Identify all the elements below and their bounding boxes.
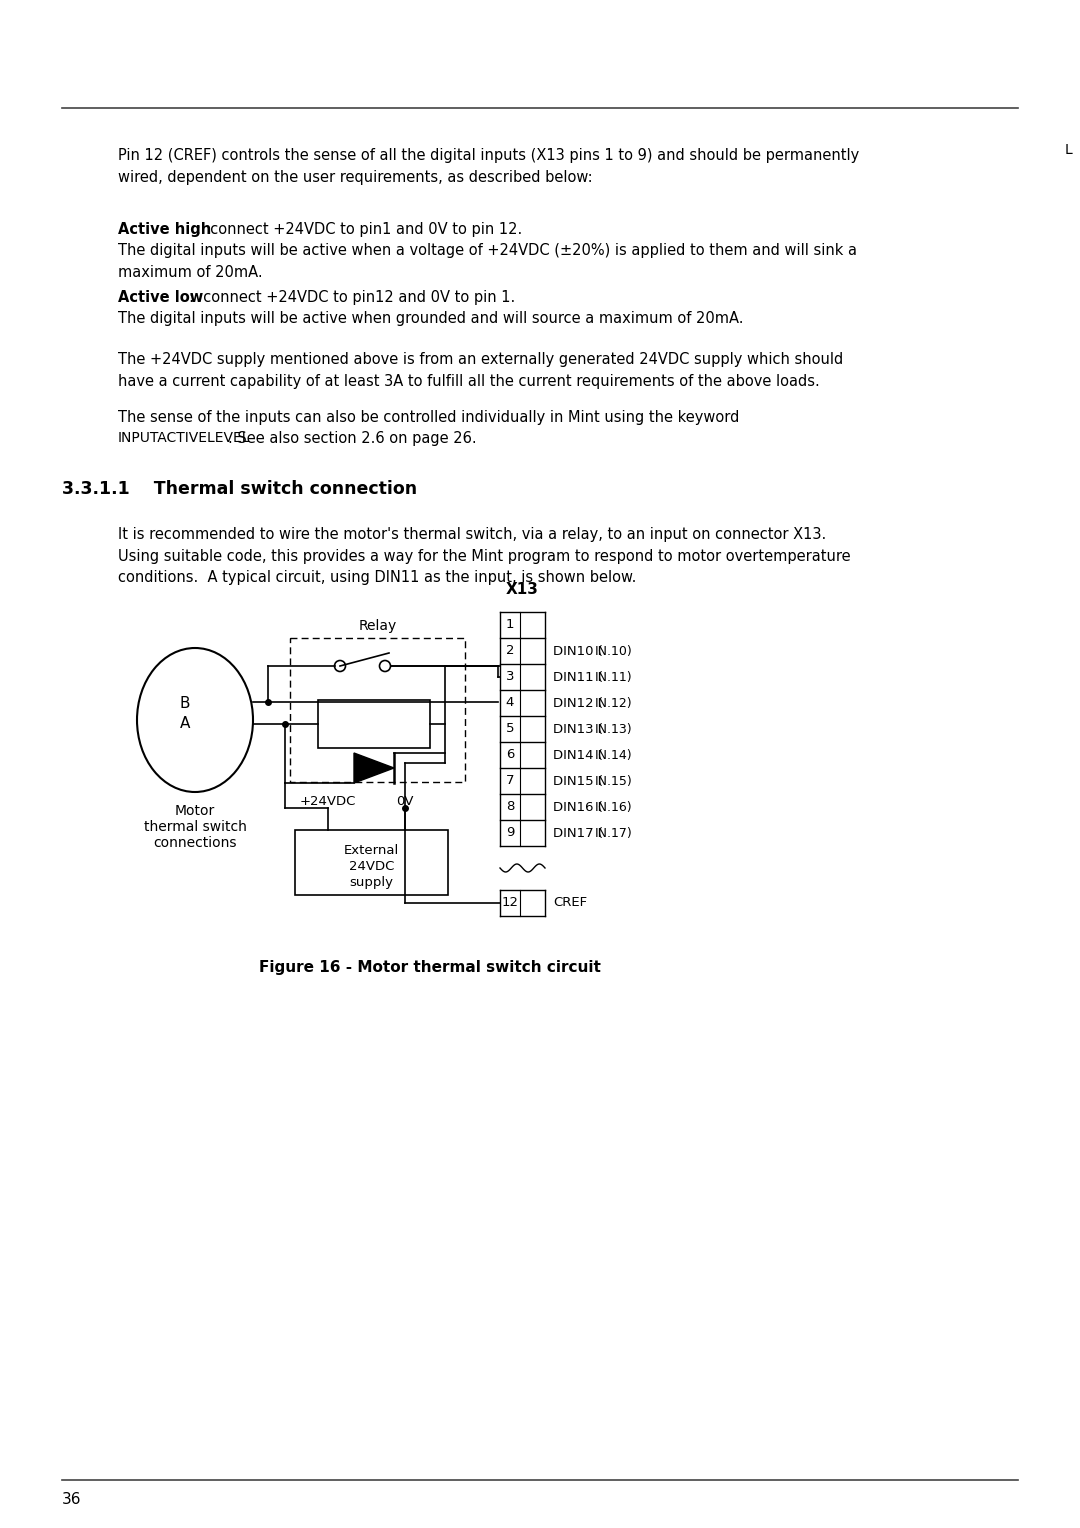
Text: X13: X13 — [507, 582, 539, 597]
Text: 6: 6 — [505, 749, 514, 761]
Text: The digital inputs will be active when grounded and will source a maximum of 20m: The digital inputs will be active when g… — [118, 312, 743, 325]
Text: :  connect +24VDC to pin1 and 0V to pin 12.: : connect +24VDC to pin1 and 0V to pin 1… — [195, 222, 523, 237]
Text: supply: supply — [350, 876, 393, 889]
Text: IN.15): IN.15) — [595, 775, 633, 787]
Text: 12: 12 — [501, 897, 518, 909]
Text: DIN16 (: DIN16 ( — [553, 801, 603, 813]
Text: thermal switch: thermal switch — [144, 821, 246, 834]
Text: IN.10): IN.10) — [595, 645, 633, 657]
Text: 5: 5 — [505, 723, 514, 735]
Text: It is recommended to wire the motor's thermal switch, via a relay, to an input o: It is recommended to wire the motor's th… — [118, 527, 851, 585]
Text: L: L — [1064, 144, 1071, 157]
Text: Figure 16 - Motor thermal switch circuit: Figure 16 - Motor thermal switch circuit — [259, 960, 600, 975]
Text: IN.11): IN.11) — [595, 671, 633, 683]
Text: 2: 2 — [505, 645, 514, 657]
Text: IN.17): IN.17) — [595, 827, 633, 839]
Text: The digital inputs will be active when a voltage of +24VDC (±20%) is applied to : The digital inputs will be active when a… — [118, 243, 858, 280]
Text: DIN15 (: DIN15 ( — [553, 775, 603, 787]
Text: 7: 7 — [505, 775, 514, 787]
Text: INPUTACTIVELEVEL: INPUTACTIVELEVEL — [118, 431, 251, 445]
Text: Active low: Active low — [118, 290, 203, 306]
Text: Active high: Active high — [118, 222, 212, 237]
Text: IN.16): IN.16) — [595, 801, 633, 813]
Text: DIN14 (: DIN14 ( — [553, 749, 603, 761]
Bar — [295, 830, 448, 895]
Text: 9: 9 — [505, 827, 514, 839]
Text: The +24VDC supply mentioned above is from an externally generated 24VDC supply w: The +24VDC supply mentioned above is fro… — [118, 351, 843, 388]
Text: IN.13): IN.13) — [595, 723, 633, 735]
Text: . See also section 2.6 on page 26.: . See also section 2.6 on page 26. — [228, 431, 476, 446]
Bar — [318, 700, 430, 749]
Text: 4: 4 — [505, 697, 514, 709]
Text: CREF: CREF — [553, 897, 588, 909]
Text: IN.12): IN.12) — [595, 697, 633, 709]
Text: 36: 36 — [62, 1493, 81, 1508]
Ellipse shape — [137, 648, 253, 792]
Text: DIN17 (: DIN17 ( — [553, 827, 603, 839]
Text: 24VDC: 24VDC — [349, 860, 394, 872]
Text: DIN10 (: DIN10 ( — [553, 645, 603, 657]
Text: DIN11 (: DIN11 ( — [553, 671, 603, 683]
Text: connections: connections — [153, 836, 237, 850]
Text: 8: 8 — [505, 801, 514, 813]
Text: External: External — [343, 843, 400, 857]
Text: 3: 3 — [505, 671, 514, 683]
Text: DIN12 (: DIN12 ( — [553, 697, 603, 709]
Text: Pin 12 (CREF) controls the sense of all the digital inputs (X13 pins 1 to 9) and: Pin 12 (CREF) controls the sense of all … — [118, 148, 860, 185]
Text: The sense of the inputs can also be controlled individually in Mint using the ke: The sense of the inputs can also be cont… — [118, 410, 740, 425]
Text: 0V: 0V — [396, 795, 414, 808]
Text: A: A — [179, 717, 190, 732]
Text: B: B — [179, 697, 190, 712]
Polygon shape — [354, 753, 394, 782]
Text: 1: 1 — [505, 619, 514, 631]
Text: +24VDC: +24VDC — [300, 795, 356, 808]
Text: Motor: Motor — [175, 804, 215, 817]
Text: :  connect +24VDC to pin12 and 0V to pin 1.: : connect +24VDC to pin12 and 0V to pin … — [189, 290, 515, 306]
Text: 3.3.1.1    Thermal switch connection: 3.3.1.1 Thermal switch connection — [62, 480, 417, 498]
Text: Relay: Relay — [359, 619, 396, 633]
Text: DIN13 (: DIN13 ( — [553, 723, 603, 735]
Text: IN.14): IN.14) — [595, 749, 633, 761]
